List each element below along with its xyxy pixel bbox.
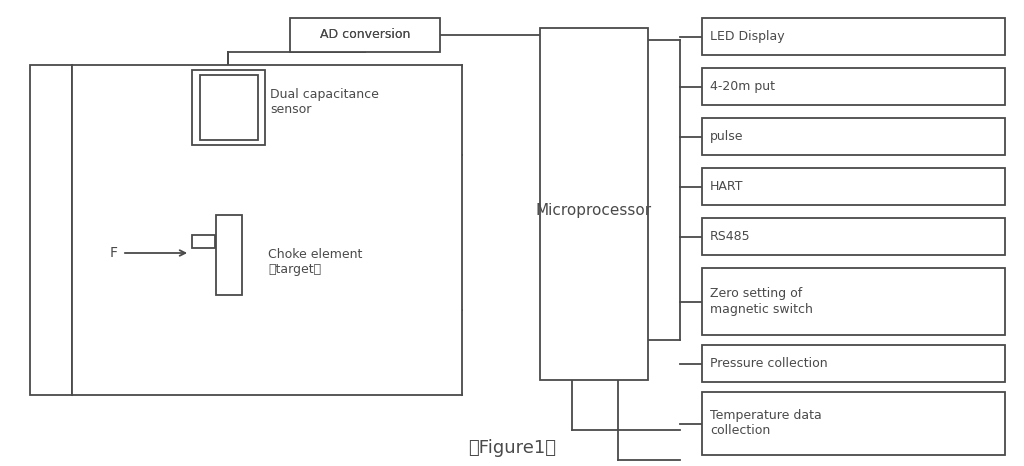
Text: Dual capacitance
sensor: Dual capacitance sensor [270,88,379,116]
Bar [702,18,1005,55]
Bar [702,392,1005,455]
Bar [702,218,1005,255]
Bar [216,215,242,295]
Bar [540,28,648,380]
Text: F: F [110,246,118,260]
Text: RS485: RS485 [710,230,751,243]
Text: Choke element
（target）: Choke element （target） [268,248,362,276]
Bar [290,18,440,52]
Bar [200,75,258,140]
Text: AD conversion: AD conversion [319,28,411,41]
Bar [702,68,1005,105]
Bar [72,65,462,395]
Text: 4-20m put: 4-20m put [710,80,775,93]
Bar [702,345,1005,382]
Text: LED Display: LED Display [710,30,784,43]
Text: （Figure1）: （Figure1） [468,439,556,457]
Bar [30,65,72,395]
Bar [193,235,215,248]
Bar [702,268,1005,335]
Text: HART: HART [710,180,743,193]
Bar [702,168,1005,205]
Bar [702,118,1005,155]
Text: Pressure collection: Pressure collection [710,357,827,370]
Text: Zero setting of
magnetic switch: Zero setting of magnetic switch [710,288,813,315]
Text: Microprocessor: Microprocessor [536,203,652,218]
Text: AD conversion: AD conversion [319,28,411,41]
Text: Temperature data
collection: Temperature data collection [710,410,821,438]
Text: pulse: pulse [710,130,743,143]
Bar [193,70,265,145]
